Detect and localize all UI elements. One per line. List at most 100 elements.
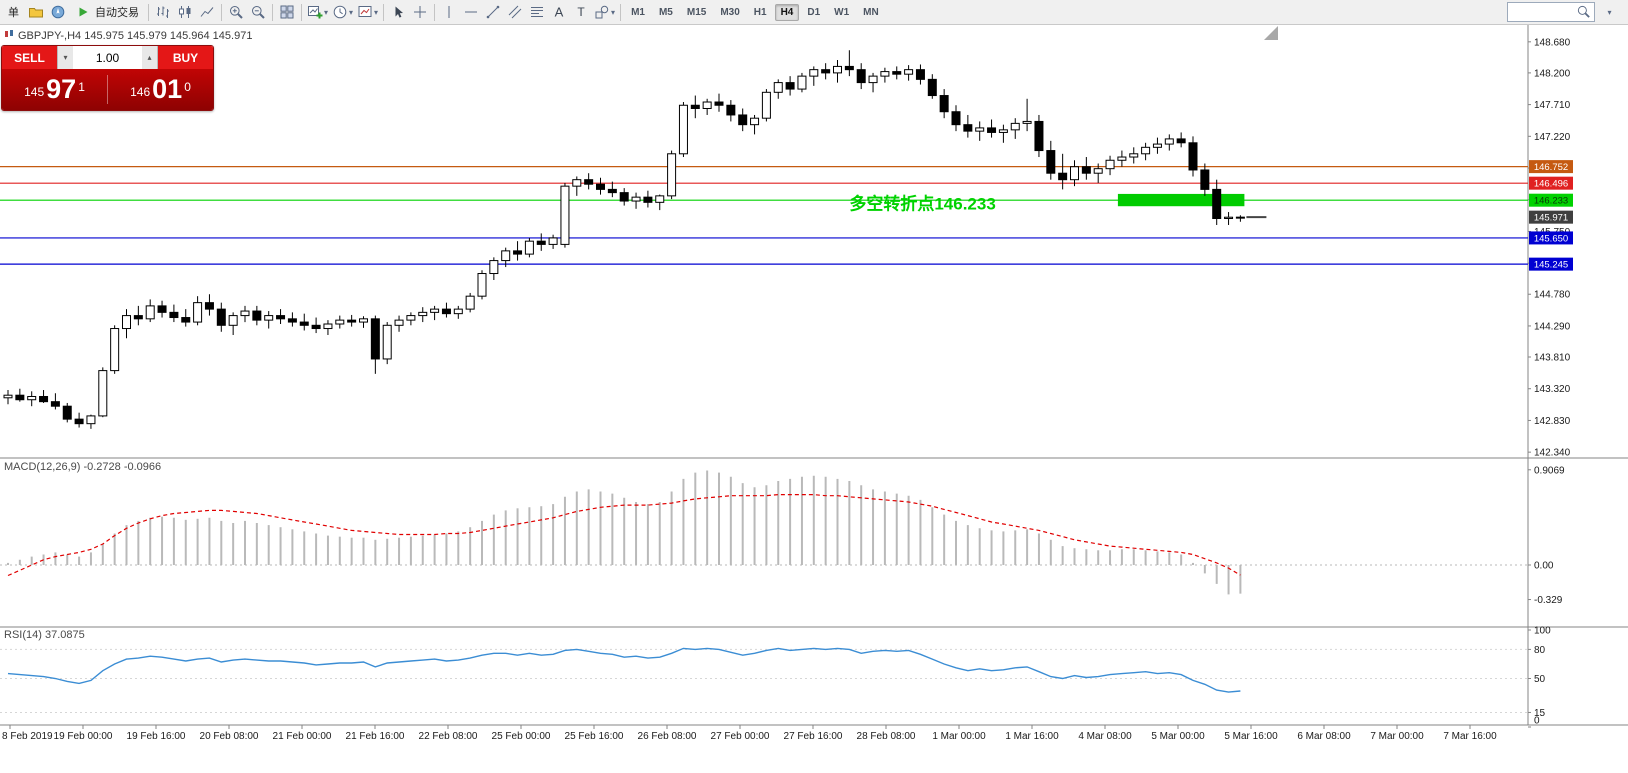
horizontal-lines[interactable] — [0, 166, 1528, 265]
tile-windows-icon — [279, 4, 295, 20]
timeframe-h1-button[interactable]: H1 — [748, 4, 773, 21]
volume-down-button[interactable]: ▾ — [58, 46, 73, 69]
svg-text:143.810: 143.810 — [1534, 353, 1571, 364]
timeframe-m1-button[interactable]: M1 — [625, 4, 651, 21]
shapes-button[interactable]: ▾ — [592, 2, 617, 22]
macd-histogram — [7, 470, 1242, 595]
buy-price-prefix: 146 — [130, 85, 151, 99]
svg-text:27 Feb 16:00: 27 Feb 16:00 — [784, 731, 843, 742]
symbol-chart-icon — [4, 29, 14, 42]
volume-up-button[interactable]: ▴ — [142, 46, 157, 69]
text-icon: A — [551, 4, 567, 20]
cursor-button[interactable] — [387, 2, 409, 22]
label-button[interactable]: T — [570, 2, 592, 22]
channel-icon — [507, 4, 523, 20]
fibonacci-button[interactable] — [526, 2, 548, 22]
toolbar-right: ▾ — [1507, 0, 1626, 24]
price-axis[interactable]: 148.680148.200147.710147.220146.730146.2… — [1528, 37, 1571, 459]
vertical-line-button[interactable] — [438, 2, 460, 22]
trade-panel-top-row: SELL ▾ ▴ BUY — [2, 46, 213, 69]
templates-button[interactable]: ▾ — [355, 2, 380, 22]
svg-text:146.233: 146.233 — [1534, 196, 1568, 207]
toolbar-separator — [434, 3, 436, 21]
svg-text:1 Mar 16:00: 1 Mar 16:00 — [1005, 731, 1059, 742]
shapes-icon — [594, 4, 610, 20]
chevron-down-icon: ▾ — [374, 7, 379, 17]
svg-text:145.650: 145.650 — [1534, 233, 1568, 244]
svg-text:27 Feb 00:00: 27 Feb 00:00 — [711, 731, 770, 742]
sell-button[interactable]: SELL — [2, 46, 57, 69]
vline-icon — [441, 4, 457, 20]
tile-windows-button[interactable] — [276, 2, 298, 22]
timeframe-mn-button[interactable]: MN — [857, 4, 885, 21]
svg-text:7 Mar 16:00: 7 Mar 16:00 — [1443, 731, 1497, 742]
timeframe-toolbar: M1 M5 M15 M30 H1 H4 D1 W1 MN — [624, 0, 886, 24]
crosshair-icon — [412, 4, 428, 20]
timeframe-m5-button[interactable]: M5 — [653, 4, 679, 21]
current-price-badge: 145.971 — [1529, 210, 1573, 224]
line-chart-button[interactable] — [196, 2, 218, 22]
svg-text:5 Mar 16:00: 5 Mar 16:00 — [1224, 731, 1278, 742]
volume-input[interactable] — [73, 46, 142, 69]
price-badge-146.496: 146.496 — [1529, 176, 1573, 190]
search-icon[interactable] — [1576, 4, 1592, 20]
timeframe-m30-button[interactable]: M30 — [714, 4, 745, 21]
timeframe-d1-button[interactable]: D1 — [801, 4, 826, 21]
timeframe-m15-button[interactable]: M15 — [681, 4, 712, 21]
autotrading-button[interactable]: 自动交易 — [69, 2, 145, 22]
svg-text:148.680: 148.680 — [1534, 37, 1571, 48]
bar-chart-button[interactable] — [152, 2, 174, 22]
trade-panel-divider — [107, 75, 108, 104]
price-badge-145.650: 145.650 — [1529, 231, 1573, 245]
horizontal-line-button[interactable] — [460, 2, 482, 22]
toolbar-separator — [620, 3, 622, 21]
buy-button[interactable]: BUY — [158, 46, 213, 69]
toolbar-separator — [383, 3, 385, 21]
price-badge-146.752: 146.752 — [1529, 160, 1573, 174]
search-input[interactable] — [1510, 4, 1576, 20]
sell-price-prefix: 145 — [24, 85, 45, 99]
one-click-trade-panel: SELL ▾ ▴ BUY 145 97 1 146 01 0 — [1, 45, 214, 111]
profiles-button[interactable]: ▾ — [330, 2, 355, 22]
svg-text:15: 15 — [1534, 708, 1546, 719]
charts-button[interactable] — [25, 2, 47, 22]
navigator-button[interactable] — [47, 2, 69, 22]
channel-button[interactable] — [504, 2, 526, 22]
svg-text:142.830: 142.830 — [1534, 416, 1571, 427]
timeframe-h4-button[interactable]: H4 — [774, 3, 800, 21]
toolbar-separator — [301, 3, 302, 21]
svg-text:100: 100 — [1534, 626, 1551, 637]
sell-price-sup: 1 — [78, 80, 85, 94]
svg-text:145.245: 145.245 — [1534, 260, 1568, 271]
svg-text:4 Mar 08:00: 4 Mar 08:00 — [1078, 731, 1132, 742]
new-chart-button[interactable]: ▾ — [305, 2, 330, 22]
time-axis[interactable]: 8 Feb 2019 19 Feb 00:00 19 Feb 16:00 20 Feb… — [2, 725, 1497, 742]
zoom-in-button[interactable] — [225, 2, 247, 22]
svg-text:148.200: 148.200 — [1534, 68, 1571, 79]
candle-chart-button[interactable] — [174, 2, 196, 22]
toolbar-buttons: 单 自动交易 ▾ ▾ ▾ A T ▾ — [2, 0, 624, 24]
sell-price[interactable]: 145 97 1 — [2, 72, 107, 107]
trendline-button[interactable] — [482, 2, 504, 22]
rsi-axis[interactable]: 100 80 50 150 — [1528, 626, 1551, 728]
search-box — [1507, 2, 1595, 22]
chart-annotation-text[interactable]: 多空转折点146.233 — [849, 194, 995, 214]
svg-text:5 Mar 00:00: 5 Mar 00:00 — [1151, 731, 1205, 742]
label-icon: T — [573, 4, 589, 20]
svg-text:25 Feb 00:00: 25 Feb 00:00 — [492, 731, 551, 742]
svg-text:6 Mar 08:00: 6 Mar 08:00 — [1297, 731, 1351, 742]
price-badge-146.233: 146.233 — [1529, 193, 1573, 207]
buy-price[interactable]: 146 01 0 — [108, 72, 213, 107]
crosshair-button[interactable] — [409, 2, 431, 22]
timeframe-w1-button[interactable]: W1 — [828, 4, 855, 21]
svg-text:143.320: 143.320 — [1534, 384, 1571, 395]
toolbar-more-button[interactable]: ▾ — [1598, 2, 1620, 22]
macd-axis[interactable]: 0.9069 0.00 -0.329 — [1528, 465, 1565, 606]
highlight-rectangle[interactable] — [1117, 193, 1245, 207]
new-order-button[interactable]: 单 — [2, 2, 25, 22]
text-button[interactable]: A — [548, 2, 570, 22]
zoom-out-button[interactable] — [247, 2, 269, 22]
svg-text:21 Feb 16:00: 21 Feb 16:00 — [346, 731, 405, 742]
toolbar-separator — [272, 3, 273, 21]
